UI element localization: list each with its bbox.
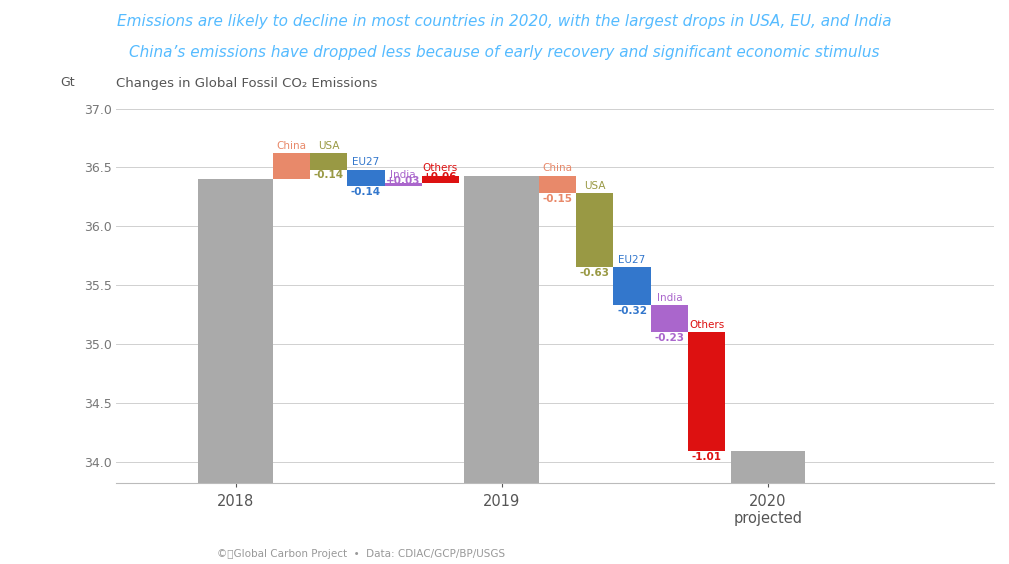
Text: Changes in Global Fossil CO₂ Emissions: Changes in Global Fossil CO₂ Emissions [116, 77, 377, 90]
Bar [731, 451, 805, 564]
Bar [199, 179, 272, 564]
Text: -0.63: -0.63 [580, 268, 609, 278]
Text: Emissions are likely to decline in most countries in 2020, with the largest drop: Emissions are likely to decline in most … [117, 14, 892, 29]
Text: -0.14: -0.14 [314, 170, 344, 180]
Text: -0.32: -0.32 [618, 306, 647, 316]
Bar [310, 153, 347, 170]
Text: +0.03: +0.03 [385, 175, 421, 186]
Text: -0.15: -0.15 [543, 194, 572, 204]
Text: EU27: EU27 [352, 157, 379, 168]
Text: +0.22: +0.22 [274, 169, 309, 179]
Text: China’s emissions have dropped less because of early recovery and significant ec: China’s emissions have dropped less beca… [129, 45, 880, 60]
Text: ©ⓈGlobal Carbon Project  •  Data: CDIAC/GCP/BP/USGS: ©ⓈGlobal Carbon Project • Data: CDIAC/GC… [217, 549, 506, 559]
Text: China: China [276, 141, 307, 151]
Bar [347, 170, 384, 186]
Text: -1.01: -1.01 [691, 452, 721, 462]
Text: +0.06: +0.06 [423, 172, 458, 182]
Text: India: India [390, 170, 416, 180]
Bar [688, 332, 725, 451]
Bar [422, 175, 459, 183]
Bar [464, 175, 539, 564]
Text: -0.23: -0.23 [654, 333, 684, 343]
Bar [613, 267, 651, 305]
Bar [539, 175, 576, 193]
Bar [651, 305, 688, 332]
Bar [384, 183, 422, 186]
Text: -0.14: -0.14 [351, 187, 381, 197]
Text: USA: USA [584, 181, 605, 191]
Text: Others: Others [423, 164, 458, 173]
Text: USA: USA [318, 141, 339, 151]
Text: India: India [657, 293, 682, 303]
Text: China: China [543, 164, 572, 173]
Text: EU27: EU27 [619, 255, 646, 265]
Bar [576, 193, 613, 267]
Text: Others: Others [689, 320, 724, 330]
Bar [272, 153, 310, 179]
Y-axis label: Gt: Gt [61, 76, 75, 89]
